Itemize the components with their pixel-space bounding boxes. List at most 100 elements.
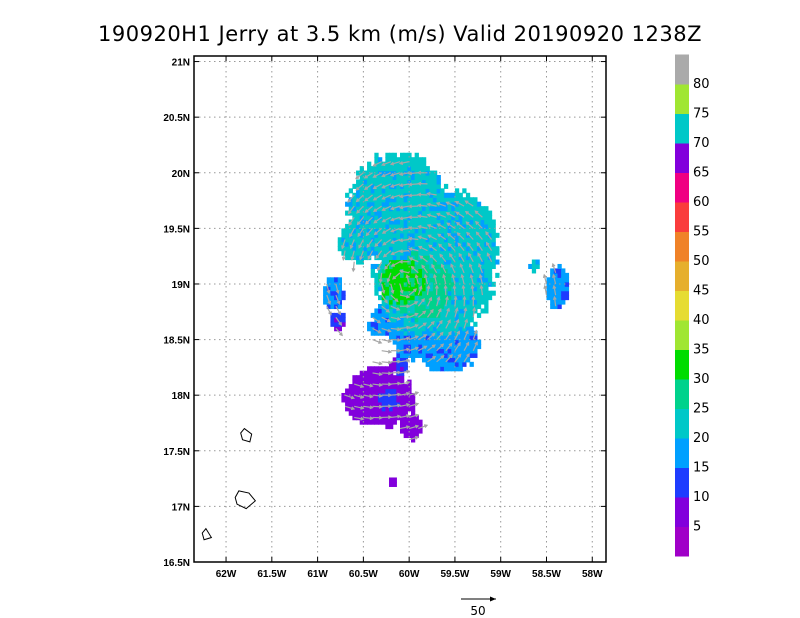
wind-speed-cell	[370, 201, 375, 207]
wind-vector-head	[381, 289, 386, 295]
wind-speed-cell	[462, 241, 467, 247]
wind-speed-cell	[396, 361, 401, 367]
wind-vector-head	[475, 220, 479, 225]
wind-speed-cell	[370, 241, 375, 247]
wind-vector	[372, 372, 382, 376]
wind-speed-cell	[553, 295, 559, 301]
wind-speed-cell	[425, 166, 430, 172]
wind-vector-head	[398, 238, 403, 243]
wind-speed-cell	[389, 157, 394, 163]
x-tick-label: 58W	[582, 569, 603, 580]
wind-speed-cell	[410, 339, 416, 345]
wind-vector-head	[445, 212, 450, 216]
wind-speed-cell	[458, 299, 463, 305]
wind-speed-cell	[487, 290, 493, 296]
wind-speed-cell	[403, 308, 408, 314]
wind-vector	[429, 254, 438, 263]
y-tick-label: 18N	[172, 391, 190, 402]
wind-speed-cell	[337, 312, 343, 318]
wind-speed-cell	[469, 317, 474, 323]
wind-speed-cell	[491, 250, 496, 256]
wind-speed-cell	[414, 263, 419, 270]
wind-vector-head	[423, 273, 428, 279]
wind-vector-head	[414, 391, 420, 396]
wind-speed-cell	[436, 326, 441, 332]
wind-vector	[355, 183, 364, 191]
wind-speed-cell	[381, 317, 386, 323]
wind-vector	[399, 205, 410, 209]
color-bar-swatch	[675, 113, 689, 144]
wind-vector-head	[470, 284, 475, 289]
wind-vector-head	[355, 186, 360, 191]
wind-speed-cell	[454, 263, 460, 270]
wind-speed-cell	[381, 312, 386, 318]
wind-speed-cell	[374, 375, 379, 381]
wind-speed-cell	[440, 188, 445, 194]
wind-vector-head	[414, 346, 420, 351]
wind-speed-cell	[484, 255, 489, 261]
wind-speed-cell	[385, 268, 390, 274]
wind-speed-cell	[451, 210, 456, 216]
wind-speed-cell	[367, 166, 372, 172]
wind-speed-cell	[443, 246, 449, 252]
wind-speed-cell	[469, 281, 474, 287]
wind-speed-cell	[458, 344, 463, 350]
wind-speed-cell	[421, 272, 427, 278]
wind-speed-cell	[359, 166, 364, 172]
wind-speed-cell	[421, 237, 427, 243]
wind-speed-cell	[389, 335, 394, 341]
wind-speed-cell	[396, 335, 401, 341]
wind-speed-cell	[403, 415, 408, 421]
wind-speed-cell	[410, 419, 416, 425]
wind-speed-cell	[469, 330, 474, 336]
wind-vector-head	[478, 263, 482, 268]
wind-vector-head	[434, 284, 439, 289]
x-tick-label: 62W	[216, 569, 237, 580]
wind-vector	[437, 223, 447, 229]
wind-speed-cell	[381, 384, 386, 390]
wind-speed-cell	[484, 210, 489, 216]
wind-vector	[419, 255, 428, 263]
wind-speed-cell	[443, 352, 449, 358]
wind-vector	[427, 192, 437, 196]
wind-speed-cell	[403, 352, 408, 358]
color-bar-swatch	[675, 526, 689, 557]
wind-speed-cell	[370, 379, 375, 385]
wind-speed-cell	[476, 268, 482, 274]
wind-speed-cell	[480, 263, 485, 270]
wind-speed-cell	[425, 210, 430, 216]
wind-speed-cell	[381, 397, 386, 403]
reference-arrow-head	[490, 596, 496, 602]
map-title: 190920H1 Jerry at 3.5 km (m/s) Valid 201…	[98, 22, 702, 46]
wind-speed-cell	[476, 255, 482, 261]
wind-speed-cell	[476, 206, 482, 212]
wind-speed-cell	[385, 321, 390, 327]
wind-speed-cell	[436, 281, 441, 287]
wind-speed-cell	[469, 206, 474, 212]
wind-speed-cell	[458, 215, 463, 221]
wind-speed-cell	[348, 210, 353, 216]
wind-vector	[418, 334, 427, 341]
wind-speed-cell	[378, 206, 383, 212]
wind-speed-cell	[345, 232, 350, 238]
wind-vector-head	[437, 243, 442, 248]
wind-speed-cell	[425, 223, 430, 229]
wind-speed-cell	[462, 228, 467, 234]
wind-vector	[408, 288, 417, 296]
wind-speed-cell	[334, 321, 339, 327]
wind-speed-cell	[484, 290, 489, 296]
wind-speed-cell	[400, 401, 405, 407]
wind-speed-cell	[462, 255, 467, 261]
wind-vector	[411, 266, 419, 274]
wind-vector-head	[384, 265, 389, 270]
wind-vector	[418, 246, 428, 252]
wind-speed-cell	[429, 299, 434, 305]
wind-speed-cell	[381, 268, 386, 274]
wind-vector-head	[364, 209, 369, 213]
wind-speed-cell	[367, 326, 372, 332]
wind-speed-cell	[370, 401, 375, 407]
wind-vector-head	[435, 202, 441, 206]
color-bar-swatch	[675, 172, 689, 203]
wind-speed-cell	[432, 317, 438, 323]
